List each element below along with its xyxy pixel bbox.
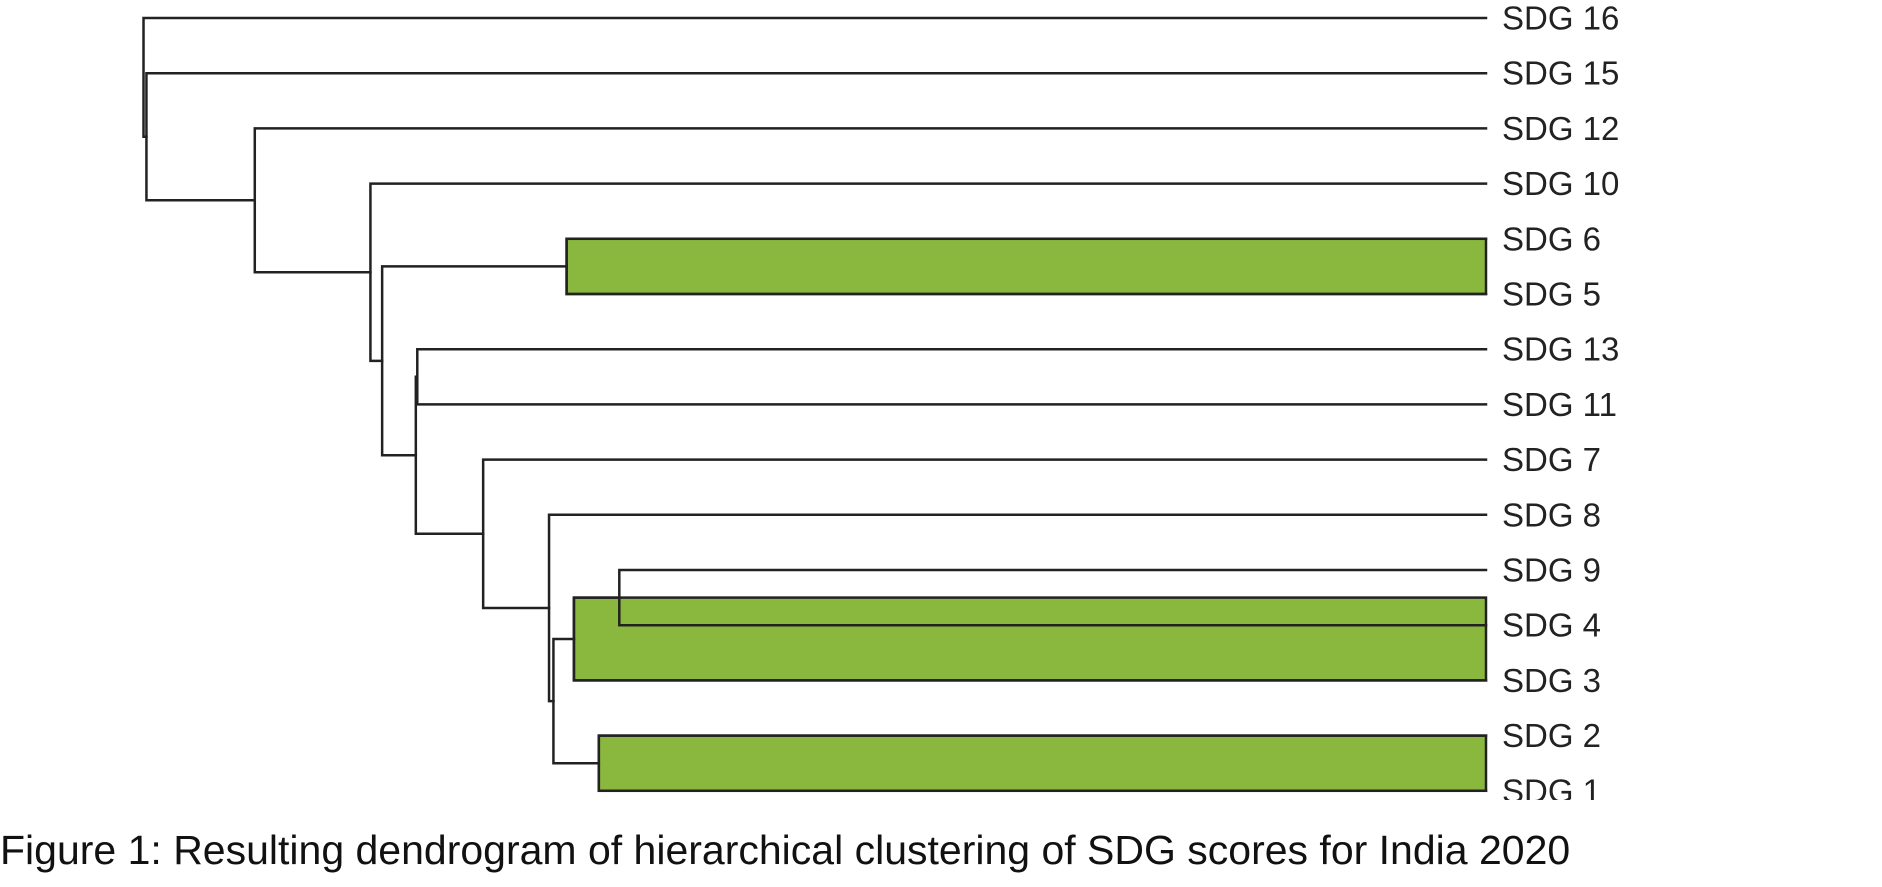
leaf-label-sdg-4: SDG 4	[1502, 607, 1601, 644]
leaf-label-sdg-6: SDG 6	[1502, 220, 1601, 257]
dendrogram-branches	[142, 16, 1488, 793]
leaf-label-sdg-5: SDG 5	[1502, 276, 1601, 313]
leaf-label-sdg-8: SDG 8	[1502, 496, 1601, 533]
cluster-highlight-1	[565, 237, 1488, 296]
merge-branch-14	[142, 16, 1488, 139]
merge-branch-8	[416, 347, 1488, 406]
leaf-label-sdg-15: SDG 15	[1502, 55, 1619, 92]
dendrogram-plot: SDG 16 SDG 15 SDG 12 SDG 10 SDG 6 SDG 5 SDG 13…	[142, 0, 1619, 800]
leaf-label-sdg-7: SDG 7	[1502, 441, 1601, 478]
cluster-highlight-3	[572, 596, 1488, 682]
leaf-label-sdg-10: SDG 10	[1502, 165, 1619, 202]
leaf-label-sdg-12: SDG 12	[1502, 110, 1619, 147]
leaf-label-sdg-3: SDG 3	[1502, 662, 1601, 699]
leaf-label-sdg-13: SDG 13	[1502, 331, 1619, 368]
leaf-labels: SDG 16 SDG 15 SDG 12 SDG 10 SDG 6 SDG 5 SDG 13…	[1502, 0, 1619, 800]
leaf-label-sdg-11: SDG 11	[1502, 386, 1617, 423]
figure-caption: Figure 1: Resulting dendrogram of hierar…	[0, 827, 1571, 873]
merge-branch-9	[414, 375, 485, 536]
cluster-highlight-4	[597, 734, 1488, 793]
leaf-label-sdg-2: SDG 2	[1502, 717, 1601, 754]
leaf-label-sdg-16: SDG 16	[1502, 0, 1619, 37]
leaf-label-sdg-1: SDG 1	[1502, 772, 1601, 800]
merge-branch-10	[380, 265, 568, 457]
leaf-label-sdg-9: SDG 9	[1502, 552, 1601, 589]
merge-branch-13	[145, 71, 1488, 202]
merge-branch-7	[481, 458, 1488, 610]
